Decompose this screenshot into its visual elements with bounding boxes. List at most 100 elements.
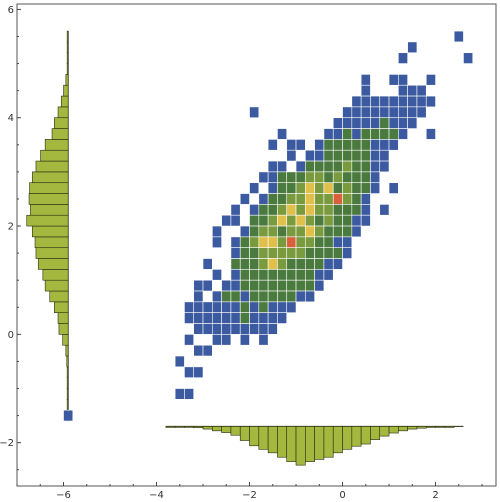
y-marginal-bar xyxy=(62,334,69,346)
density-cell xyxy=(221,290,232,303)
density-cell xyxy=(212,290,222,303)
density-cell xyxy=(323,214,334,227)
y-tick-label: 6 xyxy=(8,5,14,16)
density-cell xyxy=(277,225,288,238)
density-cell xyxy=(351,214,362,227)
y-marginal-bar xyxy=(40,149,69,162)
density-cell xyxy=(388,139,399,151)
density-cell xyxy=(323,149,334,162)
y-marginal-bar xyxy=(31,225,69,238)
density-cell xyxy=(184,301,195,313)
y-marginal-bar xyxy=(44,139,69,151)
y-marginal-bar xyxy=(42,269,69,281)
density-cell xyxy=(342,225,353,238)
x-marginal-bar xyxy=(435,426,446,428)
density-cell xyxy=(332,171,343,184)
density-cell xyxy=(351,139,362,151)
density-cell xyxy=(230,247,241,259)
density-cell xyxy=(239,301,250,313)
density-cell xyxy=(230,290,241,303)
density-cell xyxy=(323,160,334,173)
density-cell xyxy=(342,247,353,259)
density-cell xyxy=(230,312,241,324)
density-cell xyxy=(360,106,371,119)
density-cell xyxy=(249,182,260,194)
density-cell xyxy=(249,225,260,238)
density-cell xyxy=(230,279,241,292)
plot-frame xyxy=(16,3,497,487)
density-cell xyxy=(221,279,232,292)
density-cell xyxy=(230,214,241,227)
x-tick-label: −6 xyxy=(56,490,71,501)
x-tick-label: 2 xyxy=(432,490,438,501)
density-cell xyxy=(239,225,250,238)
y-marginal-bar xyxy=(29,182,69,194)
density-cell xyxy=(314,149,325,162)
density-cell xyxy=(379,149,390,162)
density-cell xyxy=(305,171,315,184)
density-cell xyxy=(398,106,408,119)
density-cell xyxy=(193,312,204,324)
density-cell xyxy=(277,269,288,281)
density-cell xyxy=(360,117,371,129)
density-cell xyxy=(295,139,306,151)
density-cell xyxy=(360,128,371,140)
x-marginal-bar xyxy=(314,426,325,460)
x-marginal-histogram xyxy=(165,425,464,466)
density-cell xyxy=(184,334,195,346)
density-cell xyxy=(267,171,278,184)
density-cell xyxy=(370,149,381,162)
density-cell xyxy=(267,301,278,313)
y-tick-label: −2 xyxy=(0,438,14,449)
y-marginal-bar xyxy=(35,160,69,173)
density-cell xyxy=(277,301,288,313)
y-marginal-histogram xyxy=(26,30,69,422)
x-marginal-bar xyxy=(277,426,288,458)
density-cell xyxy=(305,149,315,162)
density-cell xyxy=(379,204,390,216)
density-cell xyxy=(295,258,306,270)
density-cell xyxy=(370,128,381,140)
density-cell xyxy=(277,236,288,249)
density-cell xyxy=(305,160,315,173)
density-cell xyxy=(360,182,371,194)
density-cell xyxy=(305,279,315,292)
density-cell xyxy=(267,279,278,292)
density-cell xyxy=(202,279,213,292)
density-cell xyxy=(351,95,362,108)
density-cell xyxy=(332,204,343,216)
density-cell xyxy=(314,258,325,270)
density-cell xyxy=(351,204,362,216)
density-cell xyxy=(286,269,297,281)
density-cell xyxy=(184,312,195,324)
density-cell xyxy=(332,225,343,238)
density-cell xyxy=(370,171,381,184)
density-cell xyxy=(407,95,418,108)
x-tick-label: −4 xyxy=(149,490,164,501)
density-cell xyxy=(193,323,204,335)
density-cell xyxy=(249,247,260,259)
density-cell xyxy=(277,290,288,303)
density-cell xyxy=(239,269,250,281)
density-cell xyxy=(416,106,427,119)
density-cell xyxy=(314,279,325,292)
density-cell xyxy=(258,193,269,205)
density-cell xyxy=(239,247,250,259)
density-cell xyxy=(258,301,269,313)
density-cell xyxy=(286,149,297,162)
density-cell xyxy=(286,182,297,194)
density-cell xyxy=(388,182,399,194)
density-cell xyxy=(249,258,260,270)
density-cell xyxy=(305,236,315,249)
density-cell xyxy=(342,182,353,194)
x-marginal-bar xyxy=(444,426,455,428)
density-cell xyxy=(202,312,213,324)
x-marginal-bar xyxy=(212,426,222,432)
density-cell xyxy=(332,214,343,227)
density-cell xyxy=(193,366,204,378)
density-cell xyxy=(351,182,362,194)
density-cell xyxy=(342,139,353,151)
x-marginal-bar xyxy=(221,426,232,433)
